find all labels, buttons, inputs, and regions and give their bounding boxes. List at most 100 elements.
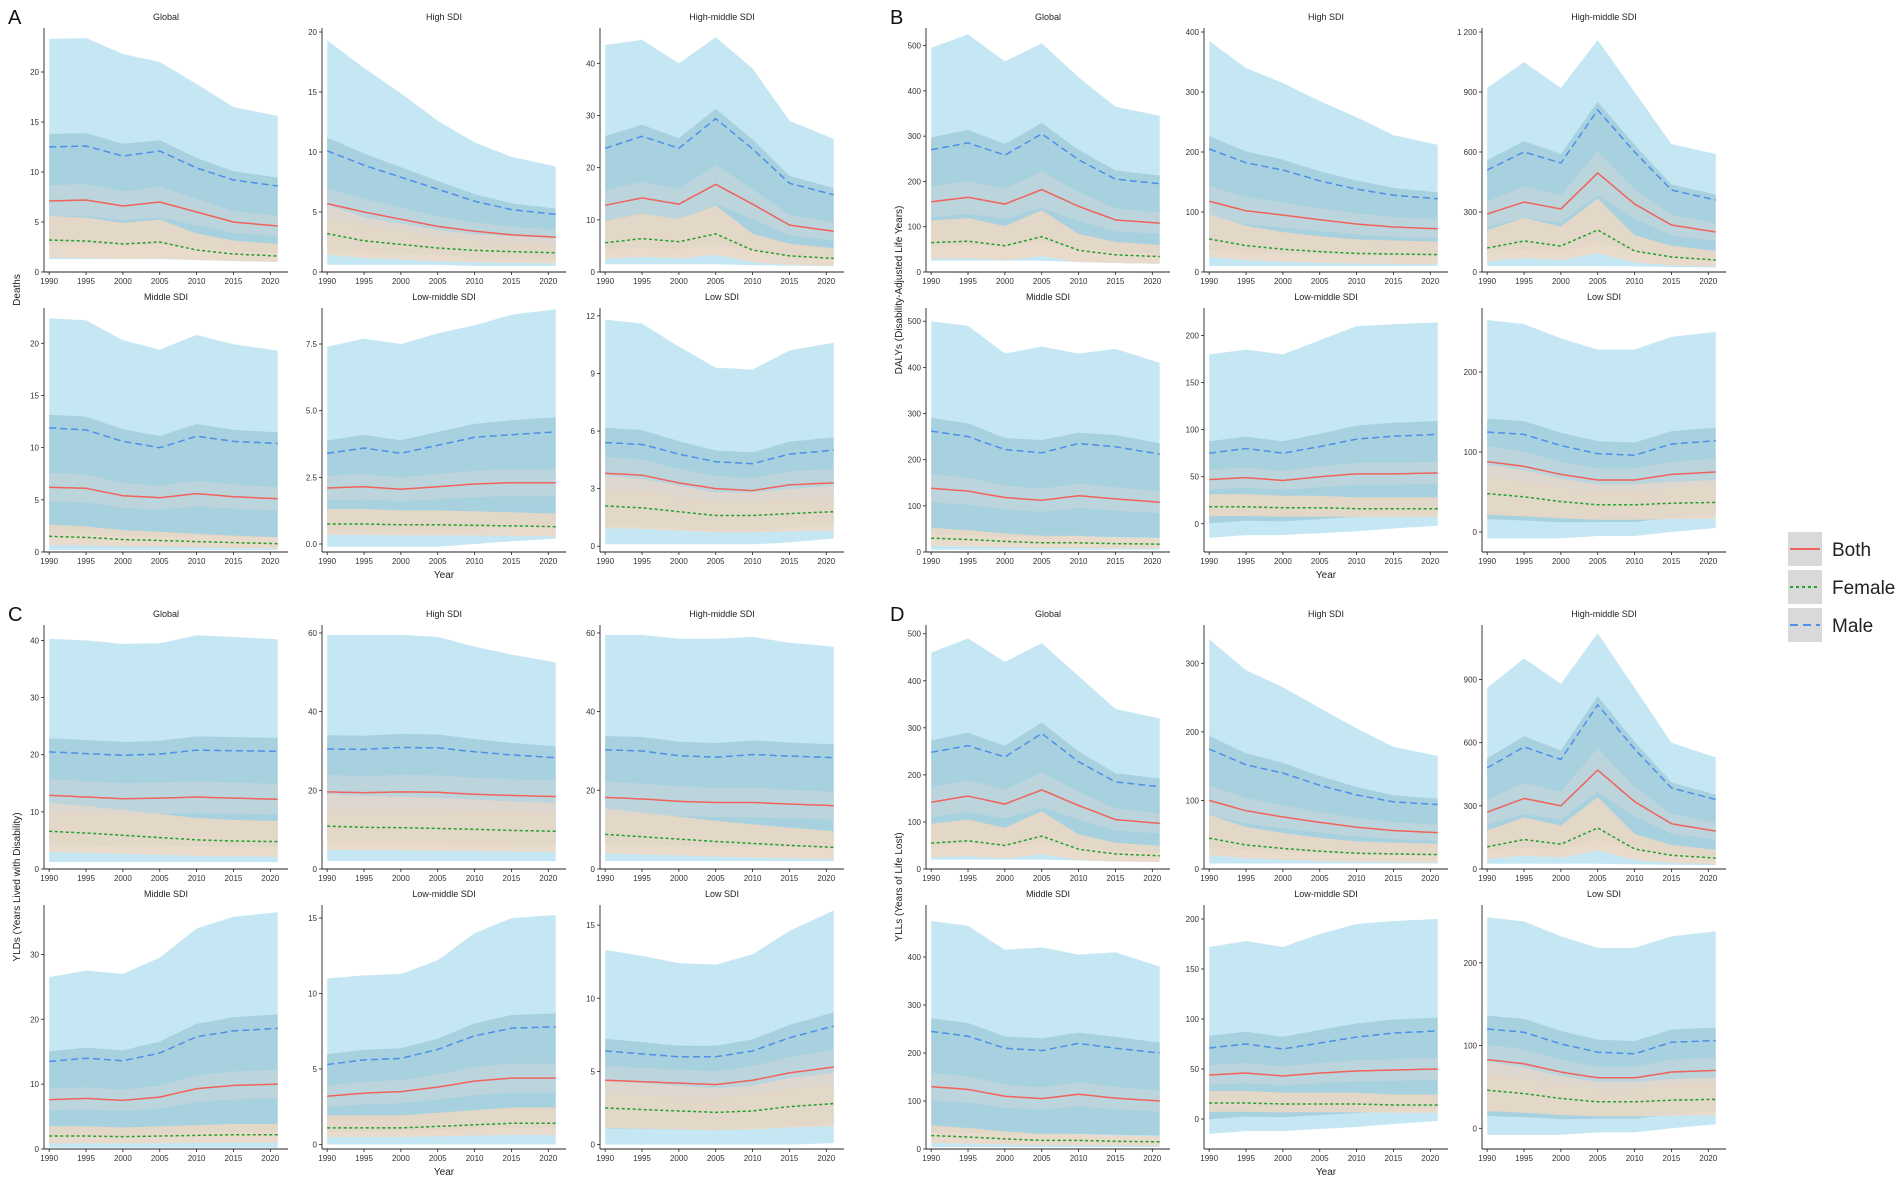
x-tick-label: 2000 <box>392 874 410 883</box>
x-tick-label: 2015 <box>1663 277 1681 286</box>
y-tick-label: 20 <box>586 164 595 173</box>
y-tick-label: 30 <box>586 111 595 120</box>
x-tick-label: 2000 <box>1552 1154 1570 1163</box>
y-tick-label: 5 <box>591 1067 596 1076</box>
x-tick-label: 2005 <box>1311 1154 1329 1163</box>
y-tick-label: 0 <box>313 1140 318 1149</box>
uncertainty-band-female <box>605 475 834 533</box>
subplot-title: High SDI <box>1308 609 1344 619</box>
y-tick-label: 400 <box>908 363 922 372</box>
x-tick-label: 1995 <box>77 874 95 883</box>
x-tick-label: 2020 <box>817 1154 835 1163</box>
x-tick-label: 1990 <box>1478 557 1496 566</box>
subplot-high-middle-sdi: High-middle SDI 0 20 40 60 1990 1995 2000 2005 20… <box>586 609 844 883</box>
x-tick-label: 2000 <box>1552 874 1570 883</box>
uncertainty-band-female <box>1209 494 1438 517</box>
y-tick-label: 30 <box>30 694 39 703</box>
y-tick-label: 100 <box>1464 1042 1478 1051</box>
x-tick-label: 1995 <box>633 277 651 286</box>
x-tick-label: 2005 <box>1033 277 1051 286</box>
y-tick-label: 15 <box>308 914 317 923</box>
x-tick-label: 1990 <box>922 1154 940 1163</box>
x-tick-label: 2005 <box>1589 277 1607 286</box>
x-tick-label: 1995 <box>77 277 95 286</box>
subplot-title: Low SDI <box>705 292 739 302</box>
x-tick-label: 2015 <box>503 874 521 883</box>
x-tick-label: 2000 <box>670 1154 688 1163</box>
x-tick-label: 1995 <box>633 1154 651 1163</box>
y-tick-label: 100 <box>1464 448 1478 457</box>
x-tick-label: 2015 <box>1385 557 1403 566</box>
y-tick-label: 20 <box>308 786 317 795</box>
uncertainty-band-both <box>49 779 278 815</box>
y-tick-label: 200 <box>908 177 922 186</box>
x-axis-label: Year <box>434 570 455 581</box>
y-tick-label: 40 <box>586 59 595 68</box>
y-tick-label: 200 <box>908 456 922 465</box>
series-line-both <box>1487 1058 1716 1079</box>
uncertainty-band-both <box>931 1072 1160 1112</box>
y-tick-label: 20 <box>30 68 39 77</box>
x-tick-label: 2000 <box>392 1154 410 1163</box>
x-tick-label: 2015 <box>225 277 243 286</box>
y-tick-label: 10 <box>308 148 317 157</box>
x-tick-label: 1995 <box>959 557 977 566</box>
x-tick-label: 2005 <box>151 277 169 286</box>
uncertainty-band-both <box>931 474 1160 514</box>
y-tick-label: 900 <box>1464 676 1478 685</box>
x-tick-label: 1990 <box>1200 874 1218 883</box>
y-tick-label: 2.5 <box>306 473 318 482</box>
uncertainty-band-both <box>327 188 556 245</box>
x-tick-label: 2020 <box>1699 1154 1717 1163</box>
panel-label-c: C <box>8 604 22 626</box>
uncertainty-band-both <box>1209 1058 1438 1086</box>
subplot-title: Middle SDI <box>144 889 188 899</box>
series-line-male <box>605 749 834 759</box>
series-line-female <box>605 233 834 260</box>
uncertainty-band-male <box>49 414 278 538</box>
uncertainty-band-female <box>327 1107 556 1137</box>
x-tick-label: 2020 <box>539 1154 557 1163</box>
series-line-male <box>49 749 278 757</box>
series-line-female <box>1209 837 1438 856</box>
y-tick-label: 100 <box>908 818 922 827</box>
legend-item-both: Both <box>1788 530 1900 568</box>
panel-d: D YLLs (Years of Life Lost) Year Global 0 100… <box>890 604 1726 1178</box>
y-tick-label: 5 <box>35 496 40 505</box>
x-tick-label: 2015 <box>1663 874 1681 883</box>
x-tick-label: 1995 <box>1237 557 1255 566</box>
y-tick-label: 100 <box>1186 796 1200 805</box>
y-tick-label: 10 <box>30 168 39 177</box>
subplot-high-middle-sdi: High-middle SDI 0 10 20 30 40 1990 1995 2000 2005… <box>586 12 844 286</box>
y-tick-label: 20 <box>308 28 317 37</box>
uncertainty-band-both <box>605 1050 834 1098</box>
uncertainty-band-female <box>1209 1091 1438 1113</box>
y-tick-label: 10 <box>308 990 317 999</box>
series-line-male <box>327 431 556 455</box>
x-tick-label: 2015 <box>1663 557 1681 566</box>
x-tick-label: 2005 <box>1589 874 1607 883</box>
y-tick-label: 0 <box>591 268 596 277</box>
y-tick-label: 0 <box>35 268 40 277</box>
x-tick-label: 2020 <box>261 277 279 286</box>
x-tick-label: 2010 <box>1070 1154 1088 1163</box>
x-tick-label: 2000 <box>670 557 688 566</box>
x-tick-label: 2010 <box>188 874 206 883</box>
y-tick-label: 1 200 <box>1457 28 1478 37</box>
y-tick-label: 10 <box>30 1080 39 1089</box>
legend-label-both: Both <box>1832 540 1872 561</box>
x-tick-label: 2015 <box>503 277 521 286</box>
subplot-high-sdi: High SDI 0 100 200 300 400 1990 1995 2000 2005 201… <box>1186 12 1448 286</box>
x-tick-label: 2010 <box>466 277 484 286</box>
y-tick-label: 900 <box>1464 88 1478 97</box>
y-tick-label: 300 <box>1186 88 1200 97</box>
x-tick-label: 2005 <box>429 874 447 883</box>
x-tick-label: 1995 <box>1515 557 1533 566</box>
y-tick-label: 5.0 <box>306 407 318 416</box>
uncertainty-band-male <box>931 722 1160 853</box>
x-tick-label: 2020 <box>539 874 557 883</box>
uncertainty-band-both <box>327 469 556 502</box>
series-line-both <box>605 796 834 807</box>
x-tick-label: 2020 <box>261 1154 279 1163</box>
uncertainty-band-female <box>605 808 834 860</box>
